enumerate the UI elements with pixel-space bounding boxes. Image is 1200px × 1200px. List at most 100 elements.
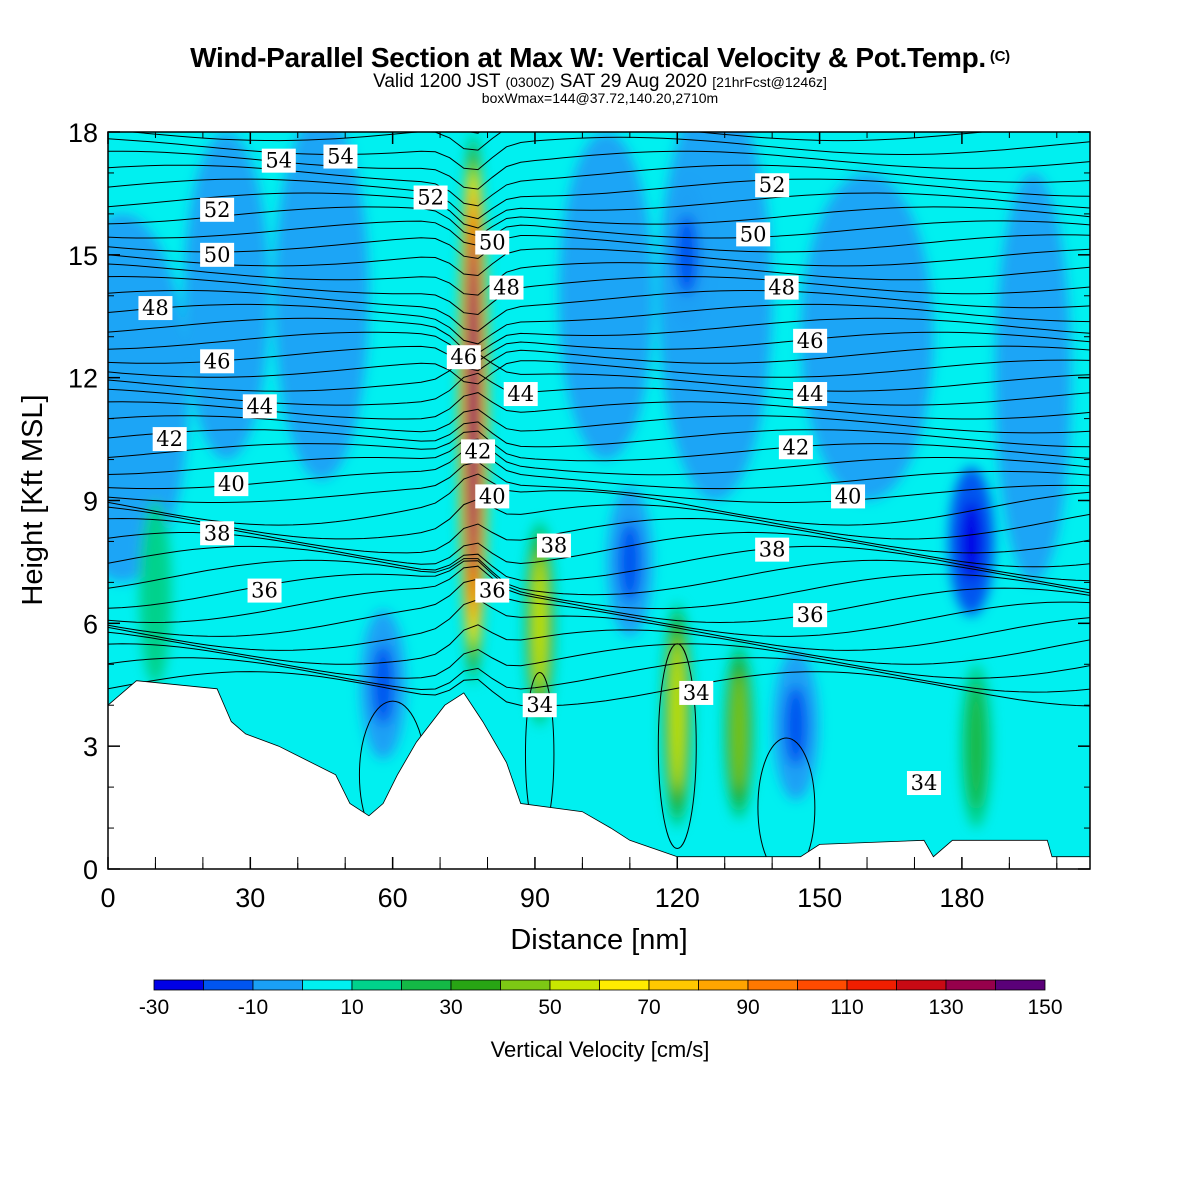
theta-label-10: 48 bbox=[764, 275, 799, 300]
colorbar-swatch-3 bbox=[302, 979, 353, 991]
updraft-5-level-1 bbox=[145, 521, 165, 665]
theta-label-16: 44 bbox=[793, 382, 828, 407]
theta-label-text-4: 52 bbox=[759, 173, 786, 197]
theta-label-17: 42 bbox=[152, 427, 187, 452]
theta-label-text-24: 38 bbox=[541, 534, 568, 558]
colorbar-swatch-16 bbox=[945, 979, 996, 991]
colorbar-swatch-2 bbox=[252, 979, 303, 991]
theta-label-30: 34 bbox=[679, 680, 714, 705]
theta-label-text-0: 54 bbox=[265, 149, 292, 173]
y-tick-label-9: 9 bbox=[83, 487, 98, 517]
theta-contour-line-15 bbox=[108, 448, 1090, 490]
theta-label-box-15 bbox=[503, 382, 538, 407]
theta-contour-line-31 bbox=[108, 248, 1090, 277]
theta-label-text-19: 42 bbox=[783, 435, 810, 459]
y-tick-label-12: 12 bbox=[68, 364, 98, 394]
downdraft-core-4 bbox=[675, 214, 699, 295]
field-band-2 bbox=[274, 132, 369, 480]
theta-label-box-18 bbox=[461, 439, 496, 464]
theta-label-box-20 bbox=[214, 472, 249, 497]
theta-loop-2 bbox=[657, 643, 697, 850]
theta-contour-line-19 bbox=[108, 408, 1090, 434]
theta-contour-line-41 bbox=[467, 132, 481, 134]
theta-contour-line-36 bbox=[108, 178, 1090, 220]
valid-prefix: Valid 1200 JST bbox=[373, 71, 501, 92]
theta-label-text-2: 52 bbox=[204, 198, 231, 222]
theta-label-19: 42 bbox=[778, 435, 813, 460]
theta-contour-line-17 bbox=[108, 430, 1090, 462]
theta-contour-line-25 bbox=[108, 331, 1090, 362]
colorbar-swatch-14 bbox=[846, 979, 897, 991]
y-tick-label-6: 6 bbox=[83, 609, 98, 639]
x-tick-label-30: 30 bbox=[235, 883, 265, 913]
theta-contour-line-26 bbox=[108, 317, 1090, 354]
updraft-3-level-3 bbox=[732, 673, 746, 791]
colorbar-label-7: 110 bbox=[830, 996, 863, 1019]
theta-label-box-26 bbox=[247, 578, 282, 603]
theta-label-box-5 bbox=[200, 242, 235, 267]
downdraft-core-2 bbox=[784, 685, 808, 766]
theta-label-text-26: 36 bbox=[251, 579, 278, 603]
theta-label-14: 44 bbox=[242, 394, 277, 419]
theta-contour-line-27 bbox=[108, 303, 1090, 345]
theta-label-text-22: 40 bbox=[835, 484, 862, 508]
colorbar: -30 -10 10 30 50 70 90 110 130 150 bbox=[139, 979, 1063, 1019]
theta-label-text-11: 46 bbox=[204, 349, 231, 373]
theta-label-box-17 bbox=[152, 427, 187, 452]
theta-label-box-25 bbox=[755, 537, 790, 562]
theta-loop-1 bbox=[757, 737, 816, 869]
theta-label-box-23 bbox=[200, 521, 235, 546]
x-axis-title: Distance [nm] bbox=[510, 924, 687, 956]
colorbar-swatch-7 bbox=[500, 979, 551, 991]
chart-title-text: Wind-Parallel Section at Max W: Vertical… bbox=[190, 42, 986, 73]
theta-label-21: 40 bbox=[475, 484, 510, 509]
theta-label-1: 54 bbox=[323, 144, 358, 169]
theta-label-0: 54 bbox=[261, 148, 296, 173]
theta-label-text-28: 36 bbox=[797, 603, 824, 627]
theta-contour-line-1 bbox=[108, 657, 1090, 693]
colorbar-swatch-0 bbox=[153, 979, 204, 991]
theta-label-text-30: 34 bbox=[683, 681, 710, 705]
theta-label-12: 46 bbox=[446, 345, 481, 370]
theta-contour-labels: 54 54 52 52 52 50 50 50 48 48 48 46 46 46 44 44 44 42 42 42… bbox=[138, 144, 941, 796]
theta-label-box-2 bbox=[200, 197, 235, 222]
theta-label-text-10: 48 bbox=[768, 276, 795, 300]
theta-label-text-1: 54 bbox=[327, 145, 354, 169]
theta-label-box-31 bbox=[906, 771, 941, 796]
theta-contour-line-16 bbox=[108, 438, 1090, 476]
chart-title: Wind-Parallel Section at Max W: Vertical… bbox=[0, 42, 1200, 74]
colorbar-label-3: 30 bbox=[439, 996, 462, 1019]
theta-label-text-29: 34 bbox=[526, 693, 553, 717]
y-axis-title: Height [Kft MSL] bbox=[17, 394, 49, 605]
theta-label-31: 34 bbox=[906, 771, 941, 796]
theta-label-25: 38 bbox=[755, 537, 790, 562]
theta-label-text-12: 46 bbox=[450, 345, 477, 369]
colorbar-label-6: 90 bbox=[736, 996, 759, 1019]
y-tick-label-0: 0 bbox=[83, 855, 98, 885]
theta-label-23: 38 bbox=[200, 521, 235, 546]
x-tick-label-60: 60 bbox=[378, 883, 408, 913]
theta-label-box-29 bbox=[522, 693, 557, 718]
theta-contour-line-3 bbox=[108, 624, 1090, 665]
theta-label-box-22 bbox=[831, 484, 866, 509]
theta-label-text-15: 44 bbox=[507, 382, 534, 406]
valid-date: SAT 29 Aug 2020 bbox=[559, 71, 707, 92]
theta-label-20: 40 bbox=[214, 472, 249, 497]
theta-contour-line-10 bbox=[108, 531, 1090, 568]
theta-contour-line-40 bbox=[127, 132, 988, 151]
theta-label-2: 52 bbox=[200, 197, 235, 222]
theta-contours bbox=[108, 132, 1090, 869]
y-tick-label-15: 15 bbox=[68, 241, 98, 271]
theta-label-box-10 bbox=[764, 275, 799, 300]
theta-label-15: 44 bbox=[503, 382, 538, 407]
theta-contour-line-5 bbox=[108, 578, 1090, 637]
colorbar-swatch-6 bbox=[450, 979, 501, 991]
theta-label-text-17: 42 bbox=[156, 427, 183, 451]
colorbar-label-4: 50 bbox=[538, 996, 561, 1019]
theta-label-box-3 bbox=[413, 185, 448, 210]
theta-label-box-7 bbox=[736, 222, 771, 247]
x-tick-label-180: 180 bbox=[939, 883, 984, 913]
colorbar-label-9: 150 bbox=[1027, 996, 1062, 1019]
theta-label-9: 48 bbox=[489, 275, 524, 300]
theta-label-text-31: 34 bbox=[911, 771, 938, 795]
